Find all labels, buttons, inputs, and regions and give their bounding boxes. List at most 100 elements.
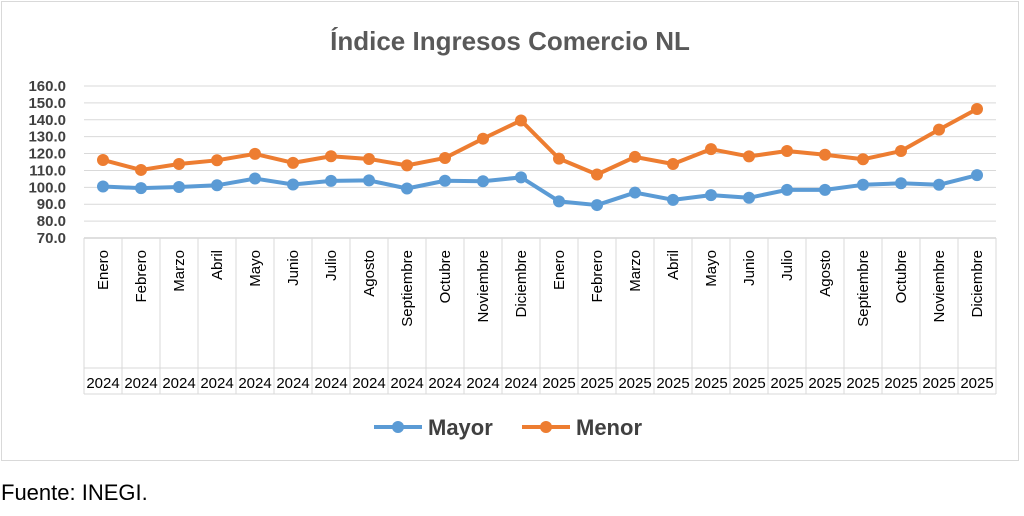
y-tick-label: 100.0 [28,179,66,196]
chart-title: Índice Ingresos Comercio NL [330,26,690,56]
data-point [553,152,565,165]
x-tick-label: Diciembre [969,250,986,318]
data-point [629,150,641,163]
x-tick-label: Junio [285,250,302,286]
legend: Mayor Menor [374,415,642,440]
data-point [819,183,831,196]
year-label: 2024 [466,375,499,392]
year-label: 2024 [238,375,271,392]
data-point [135,163,147,176]
year-label: 2024 [162,375,195,392]
data-point [553,195,565,208]
data-point [211,179,223,192]
data-point [249,147,261,160]
data-point [895,177,907,190]
data-point [287,156,299,169]
data-point [401,182,413,195]
data-point [667,158,679,171]
data-point [211,154,223,167]
line-chart: Índice Ingresos Comercio NL 70.080.090.0… [28,26,997,440]
data-point [515,114,527,127]
data-point [591,168,603,181]
x-tick-label: Enero [551,250,568,290]
legend-swatch-marker [540,421,552,433]
series-line [101,106,979,177]
y-tick-label: 80.0 [37,213,66,230]
x-tick-label: Octubre [437,250,454,303]
axes: 70.080.090.0100.0110.0120.0130.0140.0150… [28,78,997,395]
x-tick-label: Febrero [589,250,606,303]
x-tick-label: Julio [323,250,340,281]
y-tick-label: 110.0 [29,162,66,179]
data-point [971,169,983,182]
x-tick-label: Marzo [627,250,644,292]
data-point [781,183,793,196]
data-point [363,152,375,165]
year-label: 2024 [352,375,385,392]
year-label: 2024 [86,375,119,392]
data-point [857,153,869,166]
year-label: 2024 [276,375,309,392]
series-line [101,173,979,208]
data-point [439,151,451,164]
x-tick-label: Julio [779,250,796,281]
data-point [895,145,907,158]
data-point [591,199,603,212]
x-tick-label: Abril [665,250,682,280]
x-tick-label: Agosto [361,250,378,297]
data-point [705,143,717,156]
data-point [325,174,337,187]
data-point [249,172,261,185]
y-tick-label: 140.0 [28,112,66,129]
data-point [629,186,641,199]
x-tick-label: Mayo [247,250,264,287]
x-tick-label: Febrero [133,250,150,303]
year-label: 2024 [428,375,461,392]
data-point [97,180,109,193]
y-tick-label: 130.0 [28,129,66,146]
y-tick-label: 120.0 [28,146,66,163]
data-point [439,174,451,187]
data-point [971,102,983,115]
data-point [781,145,793,158]
data-point [135,182,147,195]
data-point [173,180,185,193]
year-label: 2024 [504,375,537,392]
x-tick-label: Noviembre [931,250,948,323]
data-point [743,191,755,204]
data-point [477,175,489,188]
source-note: Fuente: INEGI. [1,480,148,505]
data-point [743,150,755,163]
chart-frame: Índice Ingresos Comercio NL 70.0 80.0 90.0… [1,1,1019,461]
data-point [477,132,489,145]
legend-swatch-marker [392,421,404,433]
year-label: 2025 [656,375,689,392]
x-tick-label: Septiembre [399,250,416,327]
year-label: 2024 [200,375,233,392]
y-tick-label: 160.0 [28,78,66,95]
year-label: 2025 [960,375,993,392]
year-label: 2025 [732,375,765,392]
x-tick-label: Junio [741,250,758,286]
y-tick-label: 70.0 [37,230,66,247]
year-label: 2025 [808,375,841,392]
data-point [515,171,527,184]
year-label: 2024 [124,375,157,392]
year-label: 2024 [390,375,423,392]
x-tick-label: Abril [209,250,226,280]
year-label: 2025 [542,375,575,392]
data-series [97,102,983,212]
data-point [933,178,945,191]
year-label: 2025 [580,375,613,392]
data-point [819,148,831,161]
y-tick-label: 150.0 [28,95,66,112]
year-label: 2025 [618,375,651,392]
x-tick-label: Marzo [171,250,188,292]
data-point [705,189,717,202]
data-point [857,178,869,191]
data-point [325,150,337,163]
y-tick-label: 90.0 [37,196,66,213]
data-point [401,159,413,172]
x-tick-label: Enero [95,250,112,290]
year-label: 2025 [846,375,879,392]
